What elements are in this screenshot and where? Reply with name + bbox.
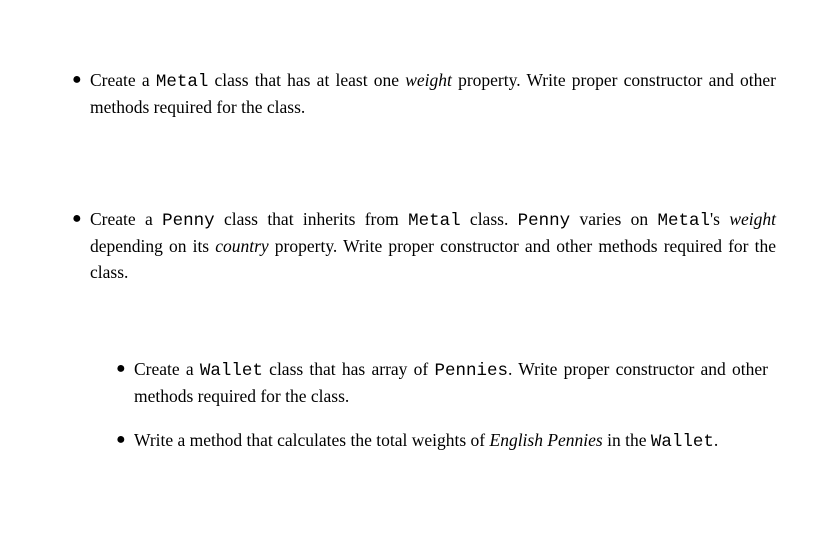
bullet-icon: ● [116,428,134,451]
list-item: ● Create a Metal class that has at least… [72,68,776,121]
nested-list: ● Create a Wallet class that has array o… [72,357,776,455]
document-page: ● Create a Metal class that has at least… [0,0,836,495]
spacer [72,285,776,357]
list-item: ● Create a Penny class that inherits fro… [72,207,776,285]
list-item: ● Create a Wallet class that has array o… [116,357,768,410]
spacer [116,410,768,428]
item-metal-text: Create a Metal class that has at least o… [90,68,776,121]
bullet-icon: ● [116,357,134,380]
bullet-icon: ● [72,68,90,91]
spacer [72,121,776,207]
item-wallet-text: Create a Wallet class that has array of … [134,357,768,410]
bullet-icon: ● [72,207,90,230]
list-item: ● Write a method that calculates the tot… [116,428,768,455]
item-method-text: Write a method that calculates the total… [134,428,768,455]
item-penny-text: Create a Penny class that inherits from … [90,207,776,285]
